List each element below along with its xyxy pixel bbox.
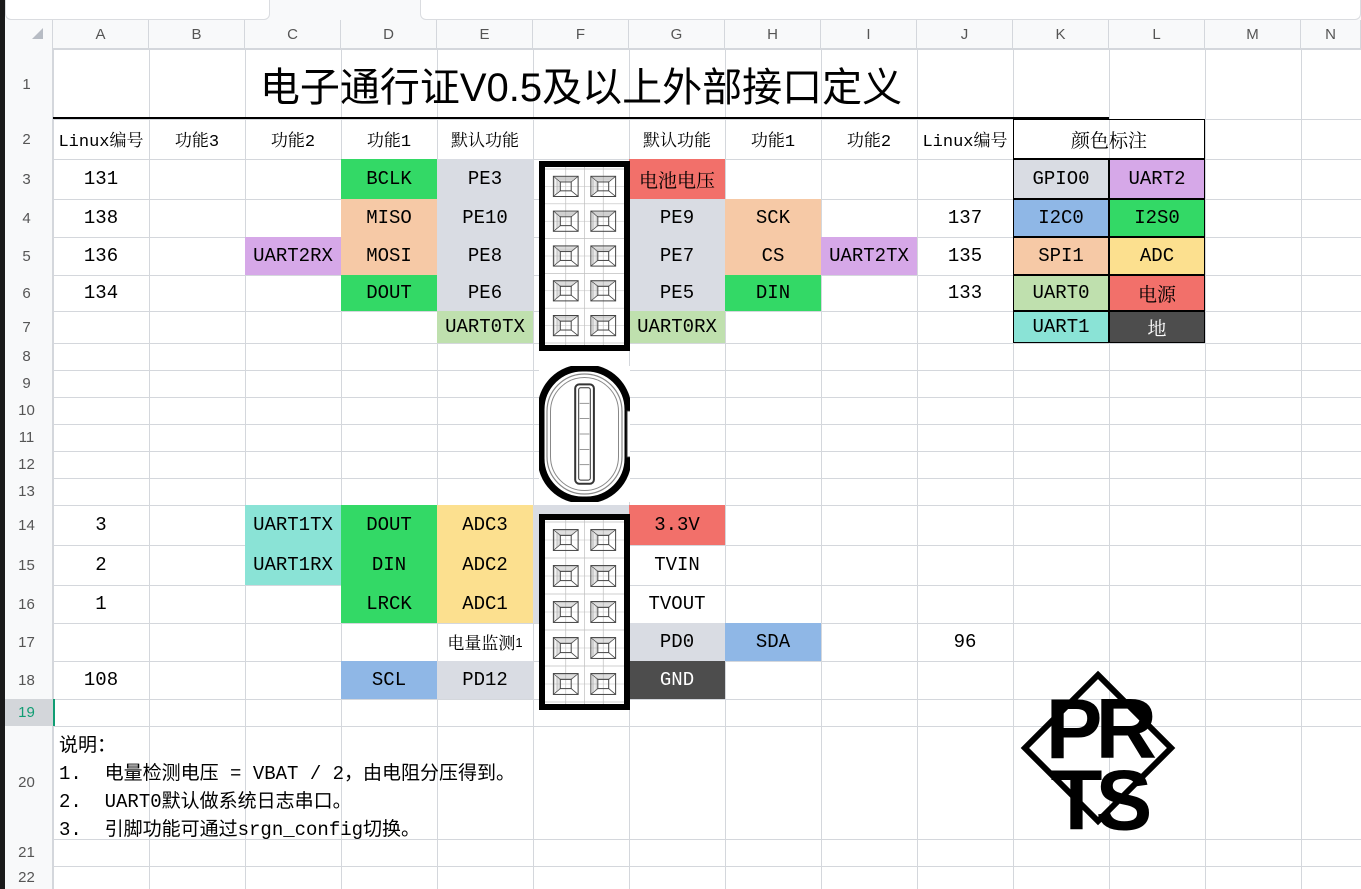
svg-text:TS: TS — [1050, 754, 1149, 833]
